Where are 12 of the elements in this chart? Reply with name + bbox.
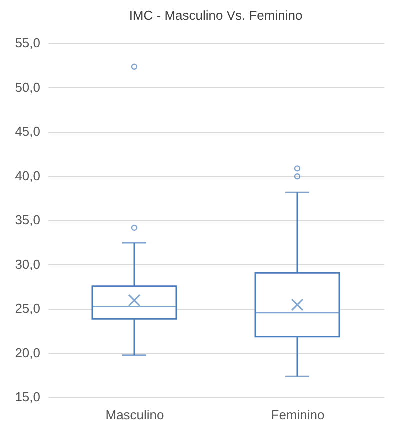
chart-title: IMC - Masculino Vs. Feminino [129, 8, 303, 23]
y-tick-label: 15,0 [15, 390, 40, 404]
y-tick-label: 20,0 [15, 345, 40, 360]
x-tick-label: Feminino [271, 408, 325, 422]
y-tick-label: 30,0 [15, 256, 40, 272]
y-tick-label: 55,0 [15, 36, 40, 50]
y-tick-label: 40,0 [15, 168, 40, 184]
y-tick-label: 45,0 [15, 124, 40, 139]
y-tick-label: 25,0 [15, 301, 40, 316]
y-tick-label: 35,0 [15, 212, 40, 228]
x-tick-label: Masculino [106, 408, 164, 422]
y-tick-label: 50,0 [15, 80, 40, 95]
